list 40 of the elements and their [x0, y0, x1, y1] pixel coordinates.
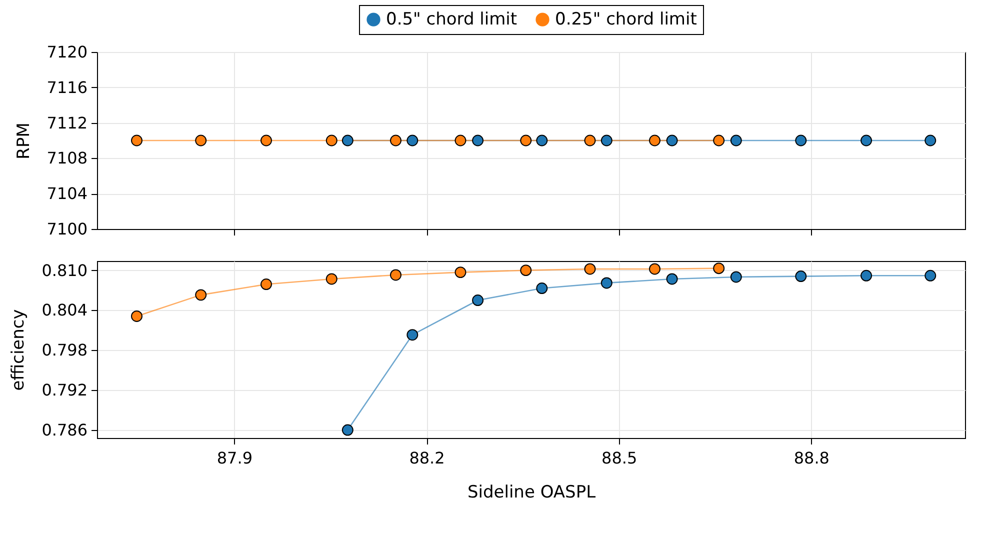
point: [924, 270, 936, 282]
point: [730, 271, 742, 283]
y-tick-label: 7100: [46, 220, 88, 238]
point: [390, 269, 402, 281]
y-tick-label: 0.786: [42, 420, 88, 440]
point: [342, 424, 354, 436]
x-tick-label: 88.5: [602, 448, 638, 468]
y-tick-label: 0.798: [42, 340, 88, 360]
point: [472, 294, 484, 306]
y-tick-label: 7120: [46, 42, 88, 62]
y-tick-label: 7108: [46, 148, 88, 168]
point: [666, 273, 678, 285]
x-tick-label: 88.2: [409, 448, 445, 468]
y-tick-label: 0.804: [42, 300, 88, 320]
y-tick-label: 0.810: [42, 260, 88, 280]
point: [195, 289, 207, 301]
y-tick-label: 0.792: [42, 380, 88, 400]
point: [454, 266, 466, 278]
point: [860, 270, 872, 282]
y-axis-title: efficiency: [8, 309, 29, 391]
x-tick-label: 87.9: [216, 448, 252, 468]
legend-label: 0.5" chord limit: [386, 10, 518, 30]
y-tick-label: 7104: [46, 184, 88, 204]
legend-label: 0.25" chord limit: [555, 10, 698, 30]
point: [536, 282, 548, 294]
point: [600, 277, 612, 289]
point: [584, 263, 596, 275]
point: [260, 278, 272, 290]
point: [326, 273, 338, 285]
point: [520, 264, 532, 276]
point: [131, 310, 142, 322]
point: [795, 270, 807, 282]
x-axis-title: Sideline OASPL: [467, 482, 596, 502]
y-axis-title: RPM: [14, 122, 34, 160]
point: [648, 263, 660, 275]
point: [406, 329, 418, 341]
x-tick-label: 88.8: [794, 448, 830, 468]
y-tick-label: 7112: [46, 113, 88, 132]
y-tick-label: 7116: [46, 78, 88, 97]
point: [713, 262, 725, 274]
